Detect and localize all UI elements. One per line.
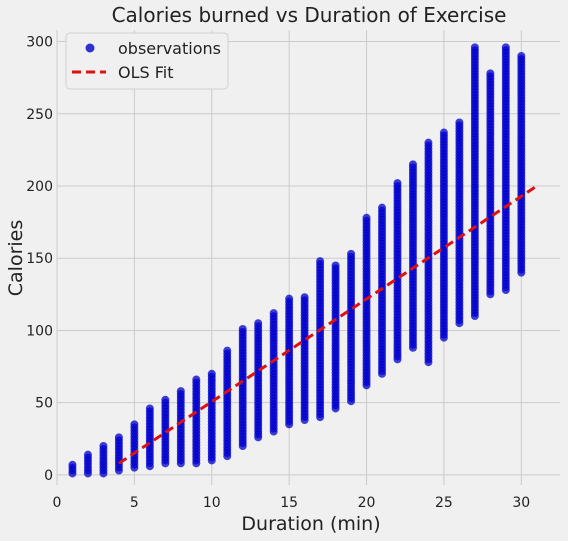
y-tick-label: 50 [35,396,53,412]
legend: observations OLS Fit [65,32,229,90]
observation-point [362,381,371,390]
observation-point [223,452,232,461]
x-tick-label: 30 [512,495,530,511]
chart-title: Calories burned vs Duration of Exercise [112,3,507,27]
x-tick-label: 15 [280,495,298,511]
x-tick-label: 0 [53,495,62,511]
observation-point [486,290,495,299]
observation-point [378,369,387,378]
observation-point [501,286,510,294]
y-tick-label: 300 [26,35,53,51]
observation-point [207,456,216,465]
y-tick-label: 250 [26,107,53,123]
observation-point [254,433,263,442]
y-tick-labels: 0 50 100 150 200 250 300 [26,35,53,484]
legend-observations-marker [85,43,95,53]
observation-point [176,459,185,468]
x-tick-labels: 0 5 10 15 20 25 30 [53,495,531,511]
observation-point [192,459,201,468]
y-tick-label: 200 [26,179,53,195]
observation-point [408,343,417,352]
observation-point [517,268,526,277]
x-axis-label: Duration (min) [241,513,380,535]
observation-point [347,397,356,406]
observation-point [331,404,340,413]
observation-point [114,466,123,475]
observation-point [393,355,402,364]
x-tick-label: 25 [435,495,453,511]
observation-point [470,312,479,320]
observation-point [68,469,77,478]
observation-point [99,469,108,478]
legend-fit-label: OLS Fit [118,63,174,82]
observation-point [161,459,170,468]
y-tick-label: 0 [44,468,53,484]
x-tick-label: 20 [358,495,376,511]
observation-point [83,469,92,478]
observation-point [269,427,278,436]
legend-box [65,32,229,90]
observation-point [285,420,294,429]
observation-point [455,319,464,328]
observation-point [424,358,433,367]
observation-points [68,43,526,478]
observation-point [439,333,448,342]
y-tick-label: 100 [26,323,53,339]
observation-point [316,413,325,422]
legend-observations-label: observations [118,39,221,58]
y-tick-label: 150 [26,251,53,267]
observation-point [130,463,139,472]
x-tick-label: 5 [130,495,139,511]
observation-point [300,416,309,424]
observation-point [145,462,154,471]
observation-point [238,442,247,450]
x-tick-label: 10 [203,495,221,511]
y-axis-label: Calories [5,220,27,297]
